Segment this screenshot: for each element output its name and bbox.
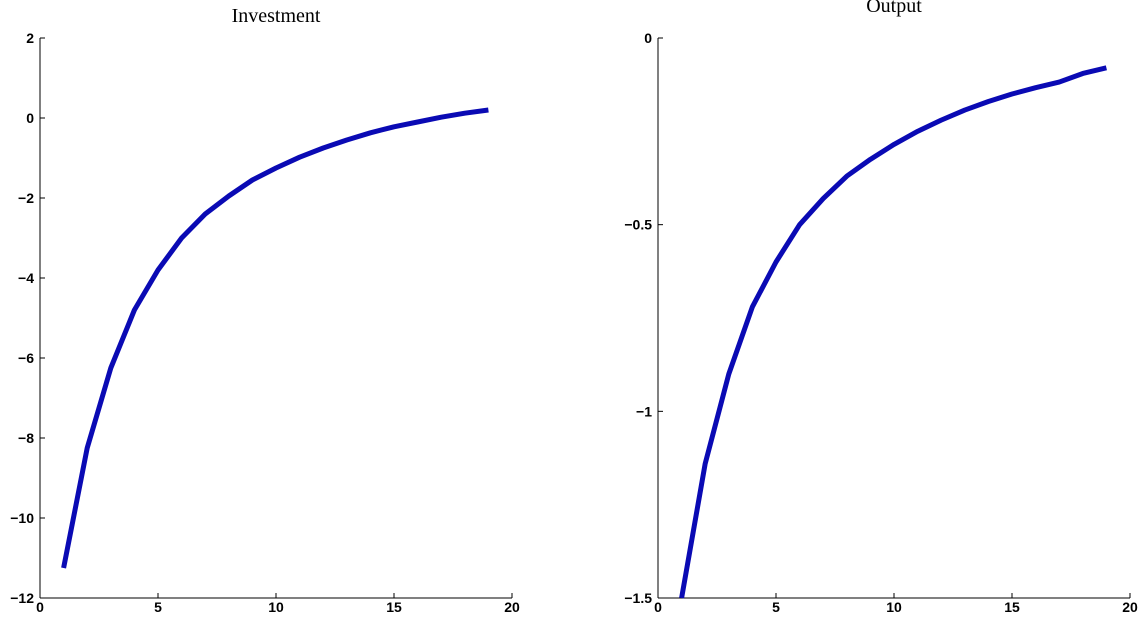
x-tick-label: 20: [504, 599, 520, 615]
x-tick-label: 0: [36, 599, 44, 615]
y-tick-label: −0.5: [624, 217, 652, 233]
y-tick-label: −4: [18, 270, 34, 286]
x-tick-label: 15: [386, 599, 402, 615]
y-tick-label: −6: [18, 350, 34, 366]
x-tick-label: 5: [154, 599, 162, 615]
line-series: [61, 107, 489, 569]
chart-title: Output: [866, 0, 922, 17]
x-tick-label: 5: [772, 599, 780, 615]
y-tick-label: −12: [10, 590, 34, 606]
y-tick-label: −1: [636, 403, 652, 419]
line-series: [679, 65, 1107, 599]
x-tick-label: 0: [654, 599, 662, 615]
x-tick-label: 10: [886, 599, 902, 615]
x-tick-label: 15: [1004, 599, 1020, 615]
y-tick-label: −8: [18, 430, 34, 446]
x-tick-label: 20: [1122, 599, 1138, 615]
chart-title: Investment: [232, 5, 321, 27]
y-tick-label: 0: [644, 30, 652, 46]
x-tick-label: 10: [268, 599, 284, 615]
y-tick-label: 2: [26, 30, 34, 46]
y-tick-label: −1.5: [624, 590, 652, 606]
y-tick-label: 0: [26, 110, 34, 126]
y-tick-label: −10: [10, 510, 34, 526]
y-tick-label: −2: [18, 190, 34, 206]
